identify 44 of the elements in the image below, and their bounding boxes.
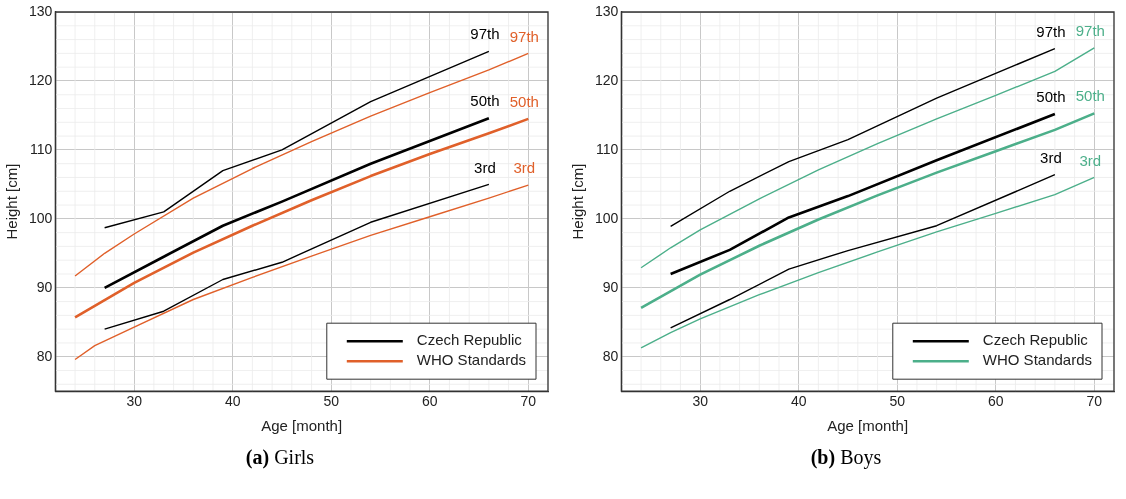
legend-label: Czech Republic <box>982 331 1089 349</box>
x-axis-title: Age [month] <box>827 417 909 435</box>
x-tick-label: 30 <box>126 393 143 410</box>
annotation: 3rd <box>1040 148 1062 166</box>
x-axis-title: Age [month] <box>261 417 343 435</box>
x-tick-label: 40 <box>790 393 807 410</box>
y-tick-label: 100 <box>595 209 619 226</box>
y-tick-label: 130 <box>595 2 619 19</box>
annotation: 50th <box>1075 87 1105 105</box>
x-tick-label: 30 <box>692 393 709 410</box>
annotation: 50th <box>509 93 539 111</box>
annotation: 97th <box>1075 21 1105 39</box>
y-tick-label: 120 <box>29 71 53 88</box>
annotation: 3rd <box>1079 151 1102 169</box>
x-tick-label: 70 <box>520 393 537 410</box>
annotation: 50th <box>470 92 500 110</box>
annotation: 97th <box>470 25 500 43</box>
y-tick-label: 80 <box>36 347 53 364</box>
y-axis-title: Height [cm] <box>3 163 21 240</box>
y-tick-label: 90 <box>602 278 619 295</box>
annotation: 3rd <box>513 159 536 177</box>
annotation: 97th <box>509 27 539 45</box>
text: (b) Boys <box>809 446 883 469</box>
y-axis-title: Height [cm] <box>569 163 587 240</box>
text: (a) Girls <box>244 446 316 469</box>
x-tick-label: 60 <box>987 393 1004 410</box>
legend-label: WHO Standards <box>416 351 527 369</box>
x-tick-label: 70 <box>1086 393 1103 410</box>
annotation: 50th <box>1036 88 1066 106</box>
y-tick-label: 90 <box>36 278 53 295</box>
y-tick-label: 120 <box>595 71 619 88</box>
x-tick-label: 40 <box>224 393 241 410</box>
annotation: 3rd <box>474 158 496 176</box>
y-tick-label: 110 <box>596 140 619 157</box>
y-tick-label: 100 <box>29 209 53 226</box>
annotation: 97th <box>1036 22 1066 40</box>
x-tick-label: 50 <box>323 393 340 410</box>
y-tick-label: 80 <box>602 347 619 364</box>
y-tick-label: 110 <box>30 140 53 157</box>
x-tick-label: 50 <box>889 393 906 410</box>
legend-label: WHO Standards <box>982 351 1093 369</box>
x-tick-label: 60 <box>421 393 438 410</box>
y-tick-label: 130 <box>29 2 53 19</box>
legend-label: Czech Republic <box>416 331 523 349</box>
